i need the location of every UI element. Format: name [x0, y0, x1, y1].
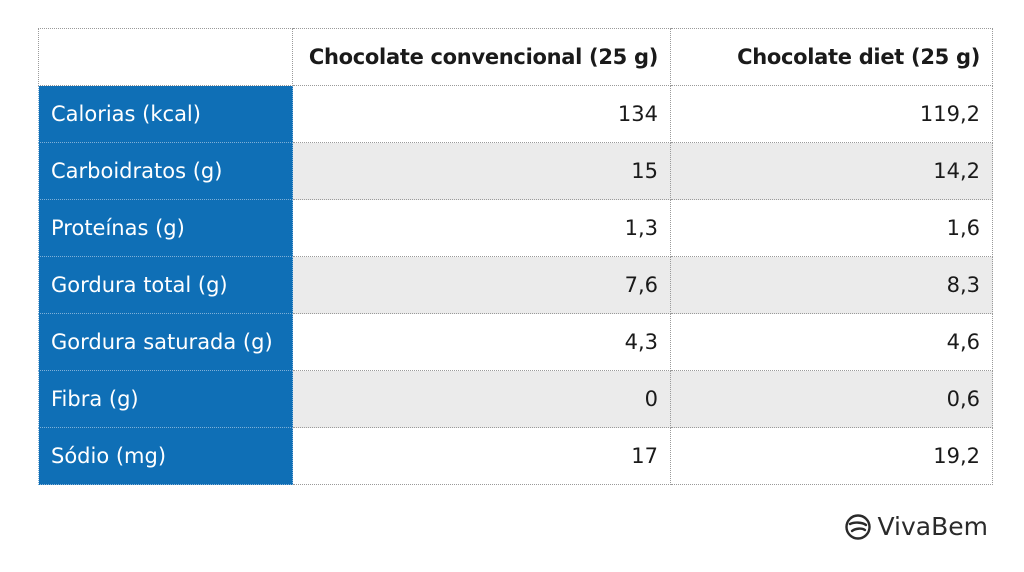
brand-logo: VivaBem — [844, 512, 989, 541]
cell-value: 7,6 — [292, 256, 671, 314]
table-row: Gordura total (g) 7,6 8,3 — [38, 256, 993, 314]
vivabem-logo-icon — [844, 513, 872, 541]
cell-value: 15 — [292, 142, 671, 200]
cell-value: 17 — [292, 427, 671, 485]
row-label-gordura-saturada: Gordura saturada (g) — [38, 313, 293, 371]
cell-value: 134 — [292, 85, 671, 143]
cell-value: 14,2 — [670, 142, 993, 200]
row-label-sodio: Sódio (mg) — [38, 427, 293, 485]
row-label-gordura-total: Gordura total (g) — [38, 256, 293, 314]
header-corner-cell — [38, 28, 293, 86]
column-header-diet: Chocolate diet (25 g) — [670, 28, 993, 86]
table-row: Proteínas (g) 1,3 1,6 — [38, 199, 993, 257]
cell-value: 0 — [292, 370, 671, 428]
cell-value: 1,3 — [292, 199, 671, 257]
row-label-fibra: Fibra (g) — [38, 370, 293, 428]
cell-value: 4,6 — [670, 313, 993, 371]
table-row: Gordura saturada (g) 4,3 4,6 — [38, 313, 993, 371]
nutrition-table: Chocolate convencional (25 g) Chocolate … — [38, 28, 993, 485]
row-label-proteinas: Proteínas (g) — [38, 199, 293, 257]
table-row: Carboidratos (g) 15 14,2 — [38, 142, 993, 200]
row-label-carboidratos: Carboidratos (g) — [38, 142, 293, 200]
cell-value: 8,3 — [670, 256, 993, 314]
table-row: Sódio (mg) 17 19,2 — [38, 427, 993, 485]
row-label-calorias: Calorias (kcal) — [38, 85, 293, 143]
cell-value: 119,2 — [670, 85, 993, 143]
cell-value: 19,2 — [670, 427, 993, 485]
cell-value: 1,6 — [670, 199, 993, 257]
table-row: Fibra (g) 0 0,6 — [38, 370, 993, 428]
header-row: Chocolate convencional (25 g) Chocolate … — [38, 28, 993, 86]
table-row: Calorias (kcal) 134 119,2 — [38, 85, 993, 143]
cell-value: 0,6 — [670, 370, 993, 428]
brand-name: VivaBem — [877, 512, 989, 541]
column-header-convencional: Chocolate convencional (25 g) — [292, 28, 671, 86]
cell-value: 4,3 — [292, 313, 671, 371]
